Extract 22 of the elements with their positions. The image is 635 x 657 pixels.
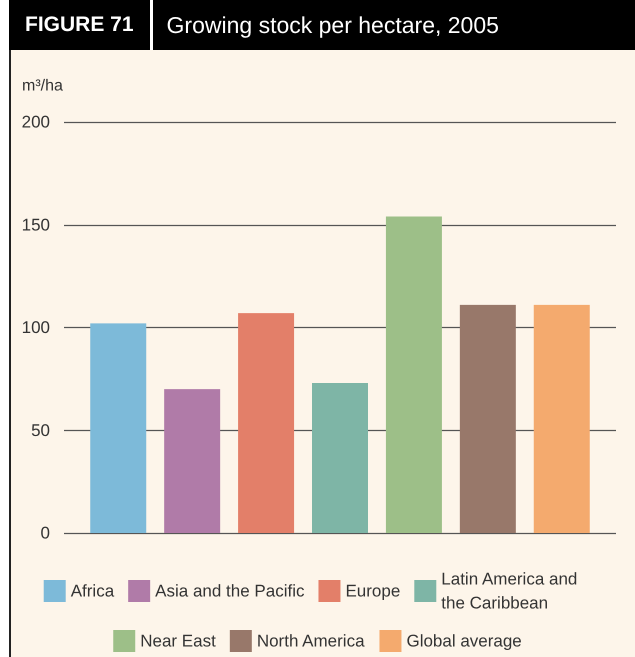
bar xyxy=(386,216,442,533)
legend-label: Latin America and the Caribbean xyxy=(441,570,582,612)
legend-label: Asia and the Pacific xyxy=(155,582,305,600)
chart-title: FIGURE 71 xyxy=(9,0,153,50)
bar xyxy=(460,304,516,533)
y-tick-label: 100 xyxy=(22,318,50,337)
bar xyxy=(164,389,220,533)
y-tick-label: 50 xyxy=(31,420,50,440)
y-tick-label: 0 xyxy=(40,524,50,542)
bar xyxy=(90,323,146,533)
y-tick-label: 150 xyxy=(22,215,50,234)
legend-label: Africa xyxy=(70,582,115,600)
bar xyxy=(238,313,294,533)
y-axis-title: m³/ha xyxy=(22,78,63,94)
y-tick-label: 200 xyxy=(22,112,50,132)
bar xyxy=(312,382,368,533)
legend-label: Near East xyxy=(140,632,216,650)
chart-subtitle: Growing stock per hectare, 2005 xyxy=(166,12,499,38)
legend-label: Global average xyxy=(406,632,522,650)
legend-label: North America xyxy=(256,632,366,650)
legend-label: Europe xyxy=(345,582,400,600)
bar xyxy=(534,304,590,533)
